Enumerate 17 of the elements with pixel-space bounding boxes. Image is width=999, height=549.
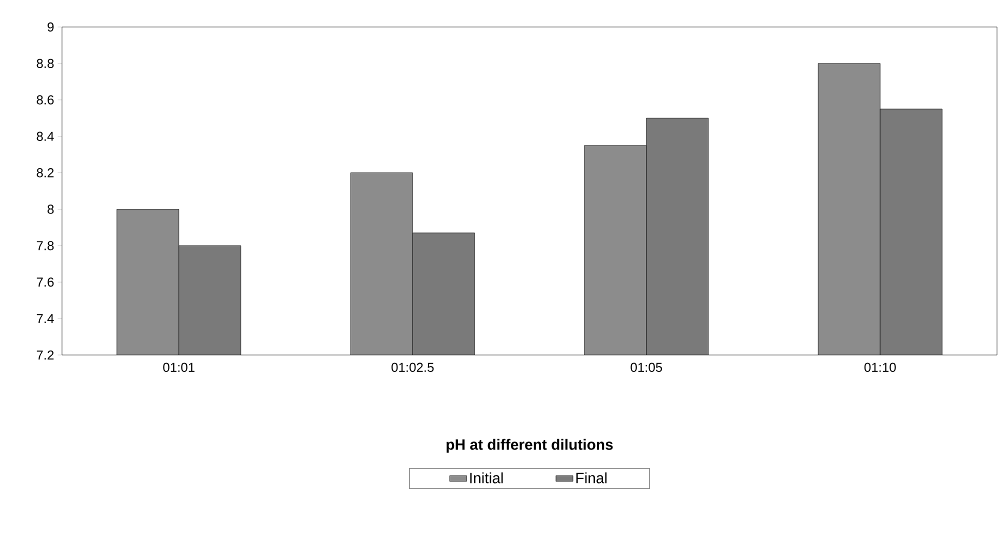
y-tick-label: 8.2 xyxy=(36,168,54,178)
legend-label: Final xyxy=(576,472,607,484)
y-tick-label: 7.4 xyxy=(36,314,54,324)
x-tick-label: 01:05 xyxy=(630,362,662,372)
y-tick-label: 7.2 xyxy=(36,350,54,360)
y-tick-label: 8.8 xyxy=(36,58,54,68)
legend-label: Initial xyxy=(470,472,503,484)
y-tick-label: 7.6 xyxy=(36,278,54,287)
x-tick-label: 01:10 xyxy=(864,362,896,372)
y-tick-label: 8 xyxy=(48,204,54,214)
y-tick-label: 9 xyxy=(48,22,54,32)
y-tick-label: 8.6 xyxy=(36,95,54,104)
x-tick-label: 01:01 xyxy=(163,362,194,372)
x-axis-title: pH at different dilutions xyxy=(446,438,613,453)
y-tick-label: 8.4 xyxy=(36,132,54,141)
y-tick-label: 7.8 xyxy=(36,241,54,250)
x-tick-label: 01:02.5 xyxy=(392,362,434,372)
